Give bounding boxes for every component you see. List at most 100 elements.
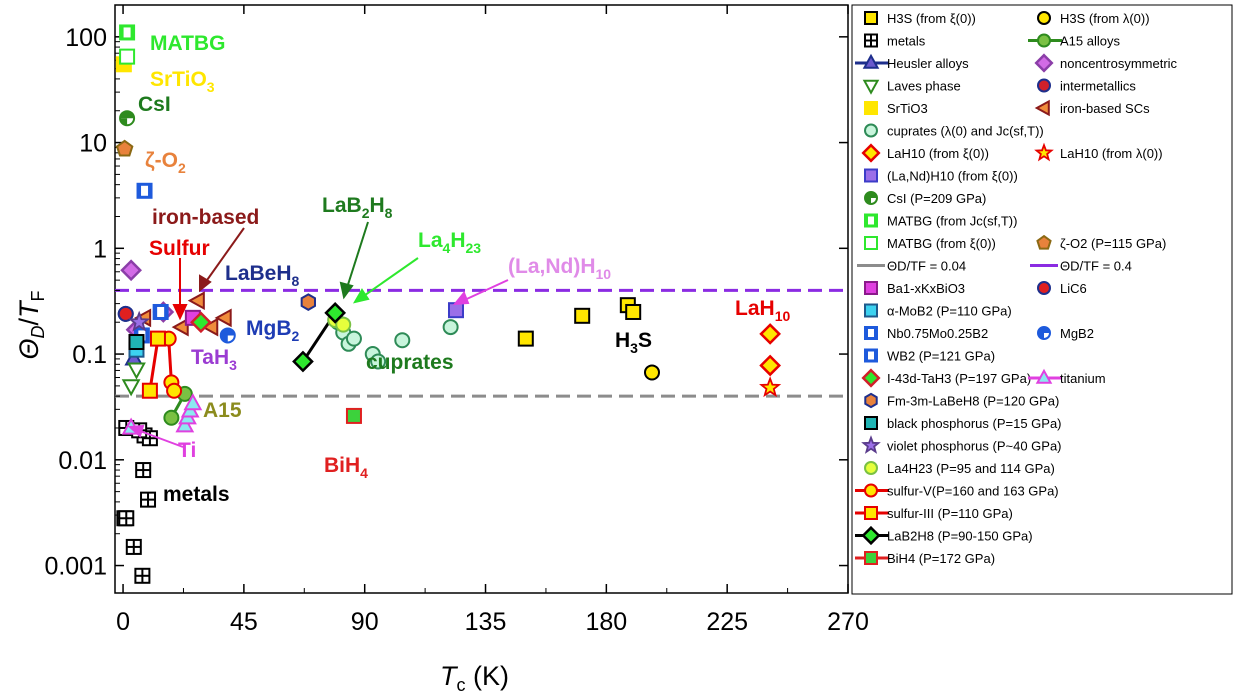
x-tick-label: 0 [116, 608, 130, 636]
point-la-nd-h10-from-0 [447, 302, 464, 319]
legend-swatch-csi-p-209-gpa [864, 191, 878, 205]
legend-swatch-iron-based-scs [1034, 99, 1050, 117]
arrowhead-lab2h8 [339, 281, 354, 300]
legend-label-csi-p-209-gpa: CsI (P=209 GPa) [887, 191, 986, 206]
point-la4h23-p-95-and-114-gpa [335, 316, 352, 333]
legend-label-bih4-p-172-gpa: BiH4 (P=172 GPa) [887, 551, 995, 566]
point-sulfur-v-p-160-and-163-gpa [166, 382, 183, 399]
x-tick-label: 135 [465, 608, 507, 636]
legend-label-cuprates-0-and-jc-sf-t: cuprates (λ(0) and Jc(sf,T)) [887, 124, 1044, 139]
point-metals [135, 462, 152, 479]
legend-label-iron-based-scs: iron-based SCs [1060, 101, 1150, 116]
legend-swatch-matbg-from-jc-sf-t [864, 213, 878, 228]
annotation-a15: A15 [203, 399, 242, 422]
legend-swatch-metals [864, 33, 878, 48]
point-black-phosphorus-p-15-gpa [128, 334, 145, 351]
annotation-iron-based: iron-based [152, 206, 259, 229]
y-tick-label: 0.001 [44, 553, 107, 581]
legend-swatch-black-phosphorus-p-15-gpa [864, 416, 878, 430]
point-lab2h8-p-90-150-gpa [292, 350, 314, 373]
x-tick-label: 225 [706, 608, 748, 636]
legend-label-intermetallics: intermetallics [1060, 79, 1136, 94]
legend-swatch-matbg-from-0 [864, 236, 878, 250]
legend-label-wb2-p-121-gpa: WB2 (P=121 GPa) [887, 349, 995, 364]
legend-label-mgb2: MgB2 [1060, 326, 1094, 341]
point-cuprates-0-and-jc-sf-t [345, 330, 362, 347]
arrowhead-iron-based [199, 274, 212, 293]
legend-label-o2-p-115-gpa: ζ-O2 (P=115 GPa) [1060, 236, 1166, 251]
legend-label-sulfur-v-p-160-and-163-gpa: sulfur-V(P=160 and 163 GPa) [887, 484, 1059, 499]
x-tick-label: 180 [585, 608, 627, 636]
point-h3s-from-0 [517, 330, 534, 347]
annotation-cuprates: cuprates [366, 351, 454, 374]
legend-box [851, 4, 1233, 595]
annotation-matbg: MATBG [150, 32, 225, 55]
point-titanium [183, 393, 203, 411]
legend-swatch-sulfur-iii-p-110-gpa [864, 506, 878, 520]
legend-swatch-a15-alloys [1037, 33, 1051, 48]
point-bih4-p-172-gpa [345, 407, 362, 424]
x-tick-label: 90 [351, 608, 379, 636]
point-sulfur-iii-p-110-gpa [149, 330, 166, 347]
annotation-srtio3: SrTiO3 [150, 68, 215, 95]
annotation-tah3: TaH3 [191, 346, 237, 373]
legend-swatch-o2-p-115-gpa [1036, 234, 1052, 250]
arrowhead-sulfur [172, 304, 188, 321]
point-metals [140, 491, 157, 508]
point-cuprates-0-and-jc-sf-t [394, 332, 411, 349]
point-laves-phase [127, 362, 146, 380]
point-i-43d-tah3-p-197-gpa [190, 311, 212, 334]
annotation-ti: Ti [178, 439, 196, 462]
point-a15-alloys [163, 409, 180, 426]
legend-label-nb0-75mo0-25b2: Nb0.75Mo0.25B2 [887, 326, 988, 341]
point-fm-3m-labeh8-p-120-gpa [300, 293, 316, 311]
point-laves-phase [121, 379, 141, 397]
legend-swatch-h3s-from-0 [1037, 11, 1051, 25]
arrowhead-ti [127, 424, 145, 438]
point-iron-based-scs [187, 291, 205, 311]
point-h3s-from-0 [625, 303, 642, 320]
legend-swatch-fm-3m-labeh8-p-120-gpa [864, 392, 878, 409]
legend-swatch-lah10-from-0 [1034, 142, 1054, 162]
legend-label-lic6: LiC6 [1060, 281, 1087, 296]
point-sulfur-iii-p-110-gpa [141, 382, 158, 399]
legend-label-heusler-alloys: Heusler alloys [887, 56, 969, 71]
legend-label-matbg-from-jc-sf-t: MATBG (from Jc(sf,T)) [887, 214, 1017, 229]
legend-label-la-nd-h10-from-0: (La,Nd)H10 (from ξ(0)) [887, 169, 1018, 184]
legend-label-metals: metals [887, 34, 926, 49]
legend-swatch-violet-phosphorus-p-40-gpa [861, 435, 881, 454]
point-cuprates-0-and-jc-sf-t [370, 353, 387, 370]
legend-swatch-laves-phase [862, 79, 880, 95]
legend-label-lah10-from-0: LaH10 (from ξ(0)) [887, 146, 989, 161]
x-tick-label: 45 [230, 608, 258, 636]
legend-label-i-43d-tah3-p-197-gpa: I-43d-TaH3 (P=197 GPa) [887, 371, 1031, 386]
legend-label-mob2-p-110-gpa: α-MoB2 (P=110 GPa) [887, 304, 1012, 319]
point-lic6 [117, 305, 134, 322]
legend-swatch-la4h23-p-95-and-114-gpa [864, 461, 878, 475]
y-tick-label: 1 [93, 235, 107, 263]
y-axis-title: ΘD/TF [14, 290, 48, 359]
arrow-la4h23 [357, 257, 419, 301]
point-cuprates-0-and-jc-sf-t [442, 319, 459, 336]
legend-swatch-nb0-75mo0-25b2 [864, 326, 878, 340]
legend-swatch-mgb2 [1037, 326, 1051, 340]
legend-swatch-sulfur-v-p-160-and-163-gpa [864, 483, 878, 498]
point-iron-based-scs [214, 308, 232, 328]
point-noncentrosymmetric [120, 259, 142, 282]
point-csi-p-209-gpa [119, 110, 136, 127]
legend-swatch-intermetallics [1037, 78, 1051, 93]
legend-swatch-noncentrosymmetric [1034, 53, 1054, 73]
legend-swatch-lah10-from-0 [861, 143, 881, 163]
y-tick-label: 0.1 [72, 341, 107, 369]
point-lah10-from-0 [759, 323, 782, 345]
legend-label-black-phosphorus-p-15-gpa: black phosphorus (P=15 GPa) [887, 416, 1062, 431]
point-o2-p-115-gpa [115, 139, 134, 157]
legend-label-noncentrosymmetric: noncentrosymmetric [1060, 56, 1178, 71]
legend-label-h3s-from-0: H3S (from ξ(0)) [887, 11, 976, 26]
legend-label-sulfur-iii-p-110-gpa: sulfur-III (P=110 GPa) [887, 506, 1013, 521]
legend-label-a15-alloys: A15 alloys [1060, 34, 1120, 49]
annotation-lando-h10: (La,Nd)H10 [508, 255, 611, 282]
legend-label-laves-phase: Laves phase [887, 79, 961, 94]
legend-swatch-lab2h8-p-90-150-gpa [861, 525, 881, 546]
